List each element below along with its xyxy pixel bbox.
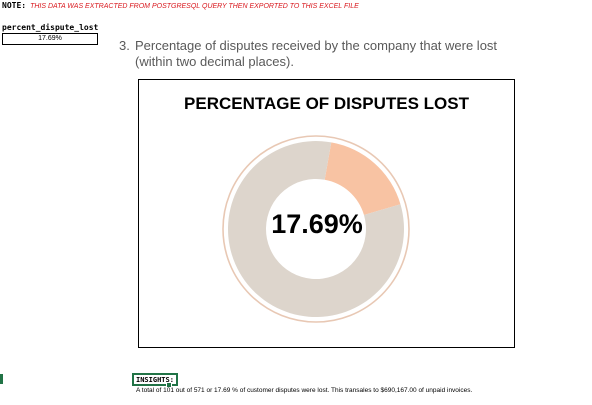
note-text: THIS DATA WAS EXTRACTED FROM POSTGRESQL … xyxy=(30,3,359,10)
question-text: 3. Percentage of disputes received by the… xyxy=(119,38,569,70)
query-result-table: percent_dispute_lost 17.69% xyxy=(2,22,98,45)
question-line-2: (within two decimal places). xyxy=(135,54,294,69)
insights-text: A total of 101 out of 571 or 17.69 % of … xyxy=(136,387,473,394)
doughnut-chart xyxy=(222,135,410,323)
chart-container[interactable]: PERCENTAGE OF DISPUTES LOST 17.69% xyxy=(138,79,515,348)
ring-outline xyxy=(222,135,410,323)
fill-handle[interactable] xyxy=(166,382,172,388)
chart-title: PERCENTAGE OF DISPUTES LOST xyxy=(184,94,469,113)
row-selection-marker xyxy=(0,374,3,384)
note-label: NOTE: xyxy=(2,1,27,10)
note-row: NOTE: THIS DATA WAS EXTRACTED FROM POSTGR… xyxy=(2,0,359,11)
doughnut-slice-lost[interactable] xyxy=(324,142,401,215)
doughnut-slice-not-lost[interactable] xyxy=(227,141,404,318)
insights-label-cell[interactable]: INSIGHTS: xyxy=(132,373,178,386)
doughnut-center-value: 17.69% xyxy=(271,209,363,239)
query-result-value-cell[interactable]: 17.69% xyxy=(2,34,98,45)
query-result-header-cell[interactable]: percent_dispute_lost xyxy=(2,23,99,34)
question-line-1: Percentage of disputes received by the c… xyxy=(135,38,498,53)
question-number: 3. xyxy=(119,38,130,53)
